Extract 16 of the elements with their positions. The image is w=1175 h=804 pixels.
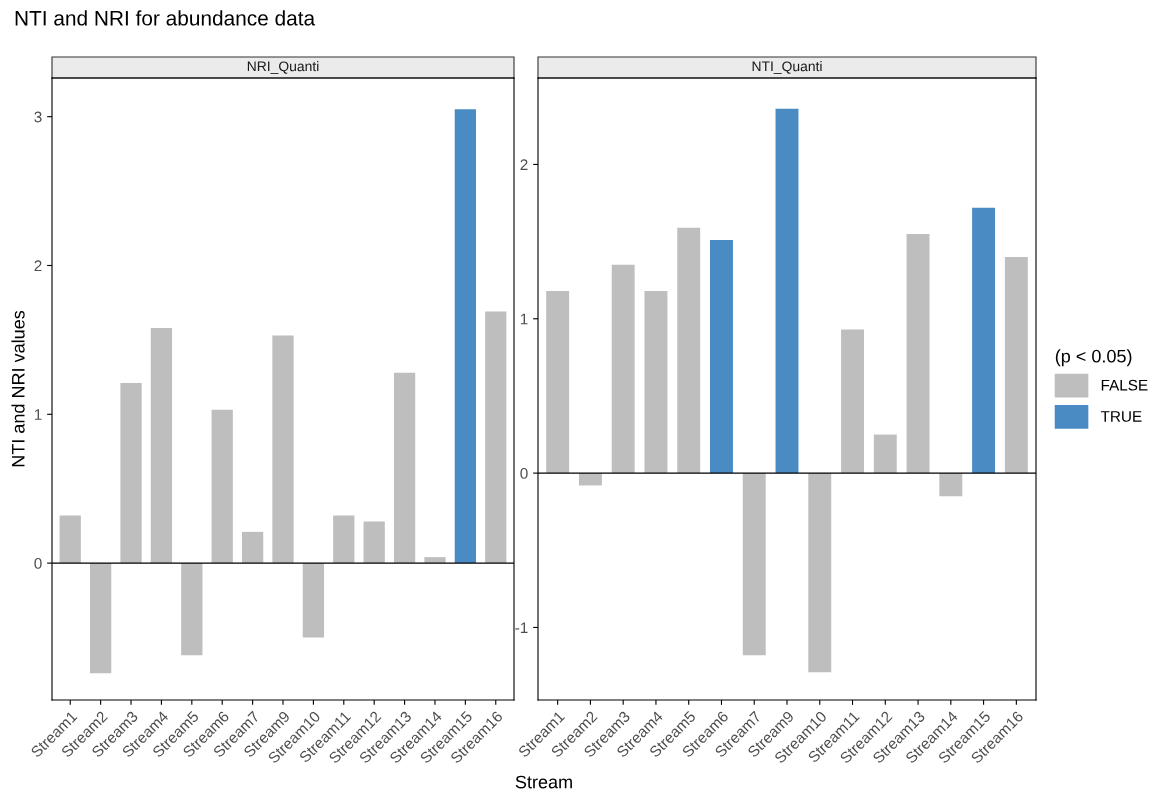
y-tick-label: 0: [520, 467, 528, 479]
y-tick-label: 1: [34, 409, 42, 420]
y-tick-label: 3: [34, 111, 42, 123]
y-tick-label: -1: [515, 622, 528, 633]
y-tick-label: 2: [520, 159, 528, 170]
y-tick-label: 2: [34, 260, 42, 272]
legend-label: TRUE: [1100, 411, 1142, 422]
y-tick-label: 1: [520, 313, 528, 325]
chart-subtitle: NTI_Quanti: [752, 61, 822, 74]
y-tick-label: 0: [34, 557, 42, 569]
legend-label: FALSE: [1101, 379, 1148, 391]
x-axis-title: Stream: [515, 775, 572, 789]
y-axis-title: NTI and NRI values: [11, 310, 25, 467]
chart-title: NTI and NRI for abundance data: [15, 10, 316, 26]
chart-subtitle: NRI_Quanti: [247, 61, 319, 74]
legend-title: (p < 0.05): [1055, 349, 1132, 367]
